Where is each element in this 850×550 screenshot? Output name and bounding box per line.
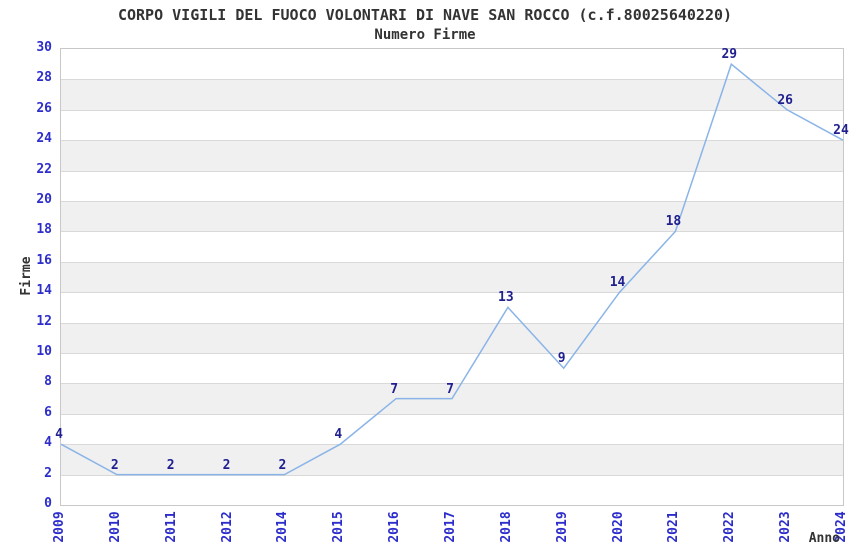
gridline xyxy=(61,110,843,111)
plot-area xyxy=(60,48,844,506)
x-tick-label: 2020 xyxy=(610,511,626,543)
y-axis-label: Firme xyxy=(19,256,34,296)
point-value-label: 4 xyxy=(55,427,63,443)
stripe-band xyxy=(61,140,843,171)
gridline xyxy=(61,292,843,293)
x-tick-label: 2011 xyxy=(163,511,179,543)
y-tick-label: 6 xyxy=(44,404,52,420)
x-axis-label: Anno xyxy=(808,531,840,546)
stripe-band xyxy=(61,79,843,110)
stripe-band xyxy=(61,444,843,475)
stripe-band xyxy=(61,322,843,353)
point-value-label: 13 xyxy=(498,290,514,306)
x-tick-label: 2019 xyxy=(554,511,570,543)
y-tick-label: 28 xyxy=(36,70,52,86)
point-value-label: 2 xyxy=(166,457,175,473)
gridline xyxy=(61,353,843,354)
y-tick-label: 26 xyxy=(36,100,52,116)
x-tick-label: 2014 xyxy=(275,511,291,543)
point-value-label: 2 xyxy=(222,457,231,473)
y-tick-label: 2 xyxy=(44,465,52,481)
point-value-label: 24 xyxy=(833,123,849,139)
y-tick-label: 30 xyxy=(36,40,52,55)
y-tick-label: 0 xyxy=(44,496,52,511)
gridline xyxy=(61,414,843,415)
gridline xyxy=(61,79,843,80)
x-tick-label: 2012 xyxy=(219,511,235,543)
stripe-band xyxy=(61,261,843,293)
gridline xyxy=(61,171,843,172)
gridline xyxy=(61,475,843,476)
point-value-label: 26 xyxy=(777,92,793,108)
series-line xyxy=(60,62,844,476)
x-tick-label: 2009 xyxy=(52,511,67,543)
point-value-label: 29 xyxy=(721,47,738,63)
gridline xyxy=(61,201,843,202)
y-tick-label: 8 xyxy=(44,374,52,390)
point-value-label: 9 xyxy=(557,351,566,367)
gridline xyxy=(61,140,843,141)
gridline xyxy=(61,383,843,384)
point-value-label: 7 xyxy=(390,381,399,397)
x-tick-label: 2021 xyxy=(666,511,682,543)
gridline xyxy=(61,323,843,324)
chart-subtitle: Numero Firme xyxy=(374,27,476,43)
point-value-label: 7 xyxy=(446,381,454,397)
x-tick-label: 2023 xyxy=(778,511,794,543)
y-tick-label: 16 xyxy=(36,252,52,268)
y-tick-label: 22 xyxy=(36,161,52,177)
y-tick-label: 10 xyxy=(36,344,52,359)
gridline xyxy=(61,262,843,263)
x-tick-label: 2015 xyxy=(331,511,347,543)
point-value-label: 4 xyxy=(334,427,343,443)
x-tick-label: 2022 xyxy=(722,511,738,543)
y-tick-label: 4 xyxy=(44,435,52,451)
stripe-band xyxy=(61,201,843,232)
point-value-label: 14 xyxy=(609,275,626,291)
y-tick-label: 14 xyxy=(36,283,52,299)
gridline xyxy=(61,231,843,232)
x-tick-label: 2016 xyxy=(387,511,403,543)
x-tick-label: 2018 xyxy=(498,511,514,543)
y-tick-label: 20 xyxy=(36,192,52,207)
gridline xyxy=(61,444,843,445)
point-value-label: 2 xyxy=(110,457,119,473)
y-tick-label: 24 xyxy=(36,131,52,147)
y-tick-label: 12 xyxy=(36,313,52,329)
point-value-label: 2 xyxy=(278,457,287,473)
y-tick-label: 18 xyxy=(36,222,52,238)
data-line xyxy=(60,62,844,476)
x-tick-label: 2017 xyxy=(443,511,458,543)
point-value-label: 18 xyxy=(665,214,682,230)
chart-title: CORPO VIGILI DEL FUOCO VOLONTARI DI NAVE… xyxy=(117,6,733,24)
x-tick-label: 2010 xyxy=(107,511,123,543)
